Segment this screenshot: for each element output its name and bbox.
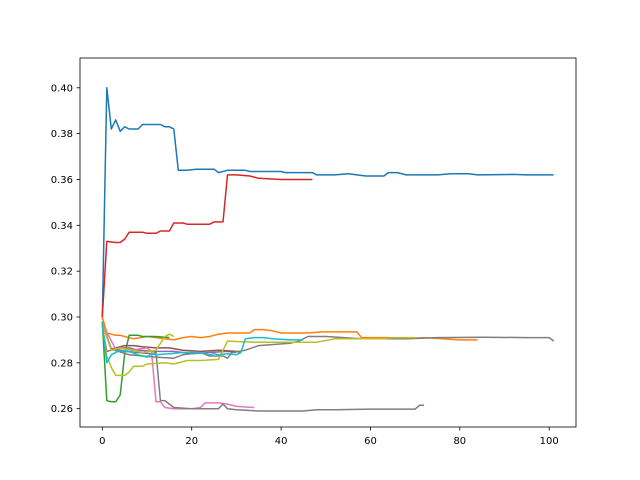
series-line-10	[101, 323, 416, 377]
y-tick-label: 0.36	[51, 175, 73, 186]
x-axis: 0 20 40 60 80 100	[99, 427, 559, 447]
series-layer	[101, 87, 555, 412]
series-line-9	[101, 323, 555, 359]
x-tick-label: 40	[275, 436, 288, 447]
x-tick-label: 80	[453, 436, 466, 447]
y-tick-label: 0.38	[51, 129, 73, 140]
plot-area-frame	[79, 57, 577, 428]
x-tick-label: 100	[540, 436, 559, 447]
y-tick-label: 0.26	[51, 404, 73, 415]
x-tick-label: 60	[364, 436, 377, 447]
y-tick-label: 0.34	[51, 221, 73, 232]
series-line-2	[101, 174, 313, 318]
y-tick-label: 0.28	[51, 358, 73, 369]
y-axis: 0.26 0.28 0.30 0.32 0.34 0.36 0.38 0.40	[51, 83, 80, 415]
series-line-1	[101, 87, 554, 320]
x-tick-label: 20	[185, 436, 198, 447]
series-line-8	[101, 323, 425, 412]
x-tick-label: 0	[99, 436, 105, 447]
y-tick-label: 0.40	[51, 83, 73, 94]
series-line-12	[101, 323, 304, 364]
y-tick-label: 0.30	[51, 312, 73, 323]
series-line-6	[101, 323, 242, 354]
series-line-11	[101, 323, 175, 354]
y-tick-label: 0.32	[51, 267, 73, 278]
